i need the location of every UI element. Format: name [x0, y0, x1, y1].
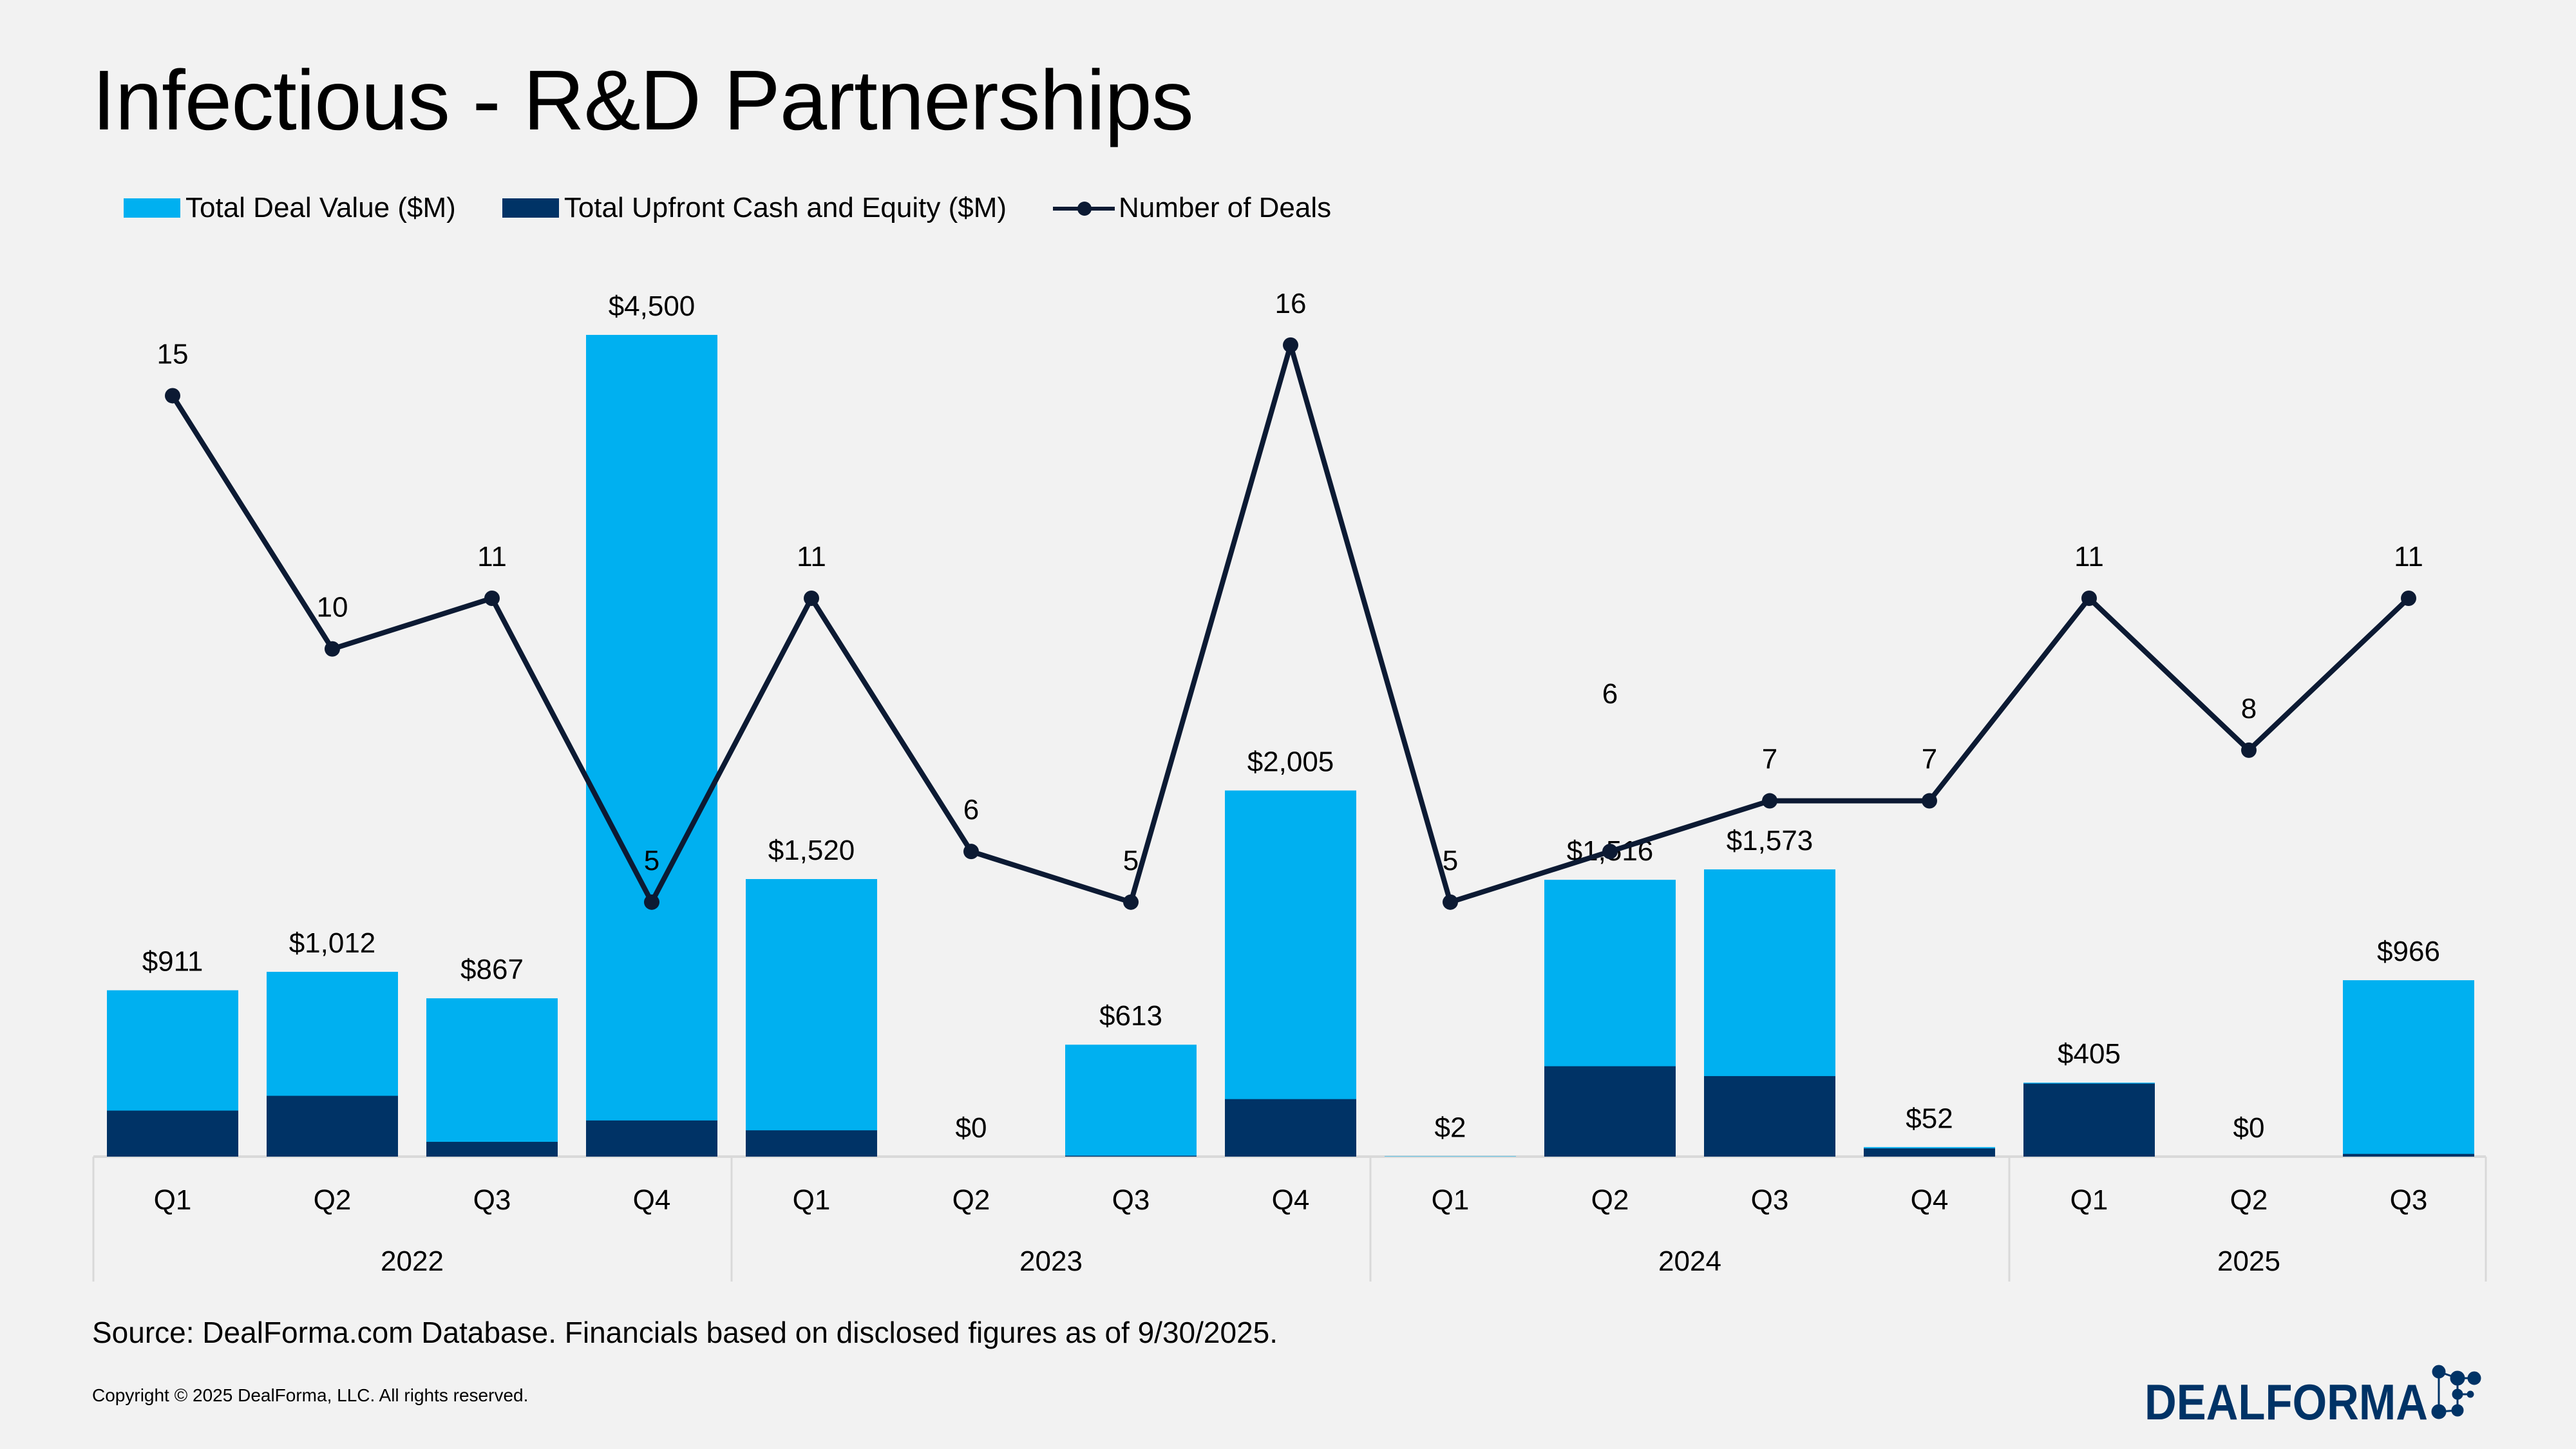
bar-total-deal-value — [2343, 980, 2474, 1157]
point-number-of-deals — [2401, 591, 2416, 606]
svg-text:DEALFORMA: DEALFORMA — [2145, 1374, 2428, 1430]
data-label-number-of-deals: 7 — [1922, 744, 1937, 775]
point-number-of-deals — [1602, 844, 1618, 860]
data-label-number-of-deals: 5 — [1443, 845, 1458, 876]
legend-item-upfront: Total Upfront Cash and Equity ($M) — [502, 192, 1007, 224]
data-label-number-of-deals: 5 — [1123, 845, 1139, 876]
x-tick-label: Q4 — [633, 1184, 671, 1216]
bar-total-deal-value — [1385, 1156, 1516, 1157]
chart-title: Infectious - R&D Partnerships — [92, 53, 1194, 147]
point-number-of-deals — [325, 641, 340, 657]
bar-upfront — [1065, 1155, 1197, 1157]
data-label-deal-value: $0 — [956, 1112, 987, 1144]
legend-swatch — [502, 198, 559, 218]
data-label-deal-value: $4,500 — [609, 290, 696, 322]
x-tick-label: Q3 — [1751, 1184, 1789, 1216]
point-number-of-deals — [1283, 337, 1298, 353]
bar-upfront — [107, 1110, 238, 1157]
data-label-number-of-deals: 8 — [2241, 693, 2257, 724]
data-label-deal-value: $2 — [1435, 1112, 1466, 1143]
x-tick-label: Q2 — [1591, 1184, 1629, 1216]
data-label-deal-value: $1,573 — [1727, 825, 1814, 857]
bar-upfront — [2343, 1153, 2474, 1157]
x-group-label: 2023 — [1019, 1245, 1083, 1277]
bar-upfront — [746, 1130, 877, 1157]
bar-total-deal-value — [746, 878, 877, 1157]
x-tick-label: Q2 — [2230, 1184, 2268, 1216]
bar-upfront — [1704, 1075, 1835, 1157]
x-tick-label: Q3 — [1112, 1184, 1150, 1216]
data-label-deal-value: $867 — [460, 954, 524, 985]
x-group-label: 2022 — [381, 1245, 444, 1277]
bar-total-deal-value — [586, 335, 717, 1157]
point-number-of-deals — [644, 894, 659, 910]
x-tick-label: Q2 — [314, 1184, 352, 1216]
legend-label: Total Deal Value ($M) — [185, 192, 456, 223]
point-number-of-deals — [1123, 894, 1139, 910]
legend-item-number-of-deals: Number of Deals — [1053, 192, 1331, 224]
data-label-deal-value: $0 — [2233, 1112, 2265, 1144]
data-label-number-of-deals: 16 — [1275, 288, 1307, 319]
legend-label: Total Upfront Cash and Equity ($M) — [564, 192, 1007, 223]
data-label-deal-value: $966 — [2377, 936, 2440, 967]
x-tick-label: Q1 — [154, 1184, 192, 1216]
point-number-of-deals — [165, 388, 180, 404]
x-tick-label: Q1 — [793, 1184, 831, 1216]
x-group-label: 2025 — [2217, 1245, 2280, 1277]
bar-total-deal-value — [426, 998, 558, 1157]
data-label-number-of-deals: 11 — [477, 541, 507, 573]
data-label-number-of-deals: 11 — [2074, 541, 2104, 573]
point-number-of-deals — [484, 591, 500, 606]
data-label-number-of-deals: 5 — [644, 845, 659, 876]
point-number-of-deals — [1922, 793, 1937, 809]
x-group-label: 2024 — [1658, 1245, 1721, 1277]
point-number-of-deals — [1762, 793, 1777, 809]
data-label-deal-value: $405 — [2058, 1038, 2121, 1070]
copyright-note: Copyright © 2025 DealForma, LLC. All rig… — [92, 1385, 529, 1405]
data-label-number-of-deals: 11 — [797, 541, 826, 573]
point-number-of-deals — [1443, 894, 1458, 910]
source-note: Source: DealForma.com Database. Financia… — [92, 1316, 1278, 1349]
x-tick-label: Q3 — [473, 1184, 511, 1216]
x-tick-label: Q1 — [1432, 1184, 1470, 1216]
data-label-deal-value: $1,012 — [289, 927, 376, 959]
legend: Total Deal Value ($M) Total Upfront Cash… — [124, 192, 1378, 224]
data-label-deal-value: $2,005 — [1247, 746, 1334, 777]
x-tick-label: Q1 — [2070, 1184, 2108, 1216]
point-number-of-deals — [2081, 591, 2097, 606]
bar-upfront — [586, 1120, 717, 1157]
bar-upfront — [1225, 1099, 1356, 1157]
legend-item-total-deal-value: Total Deal Value ($M) — [124, 192, 456, 224]
dealforma-logo: DEALFORMA — [2145, 1365, 2481, 1430]
data-label-number-of-deals: 7 — [1762, 744, 1777, 775]
data-label-number-of-deals: 10 — [317, 592, 348, 623]
x-tick-label: Q3 — [2390, 1184, 2428, 1216]
data-label-number-of-deals: 15 — [157, 338, 189, 370]
legend-line-swatch — [1053, 195, 1115, 221]
bar-total-deal-value — [1225, 790, 1356, 1157]
x-tick-label: Q4 — [1272, 1184, 1310, 1216]
data-label-number-of-deals: 6 — [1602, 678, 1618, 710]
legend-label: Number of Deals — [1119, 192, 1332, 223]
x-tick-label: Q4 — [1911, 1184, 1949, 1216]
data-label-deal-value: $52 — [1906, 1103, 1953, 1134]
bar-upfront — [426, 1142, 558, 1157]
data-label-deal-value: $911 — [142, 946, 204, 978]
data-label-number-of-deals: 11 — [2394, 541, 2423, 573]
bar-upfront — [267, 1095, 398, 1157]
data-label-deal-value: $1,520 — [768, 835, 855, 866]
bar-upfront — [1544, 1066, 1676, 1157]
bar-upfront — [2023, 1083, 2155, 1157]
point-number-of-deals — [2241, 742, 2257, 758]
data-label-number-of-deals: 6 — [963, 794, 979, 826]
legend-swatch — [124, 198, 180, 218]
point-number-of-deals — [963, 844, 979, 860]
x-tick-label: Q2 — [952, 1184, 990, 1216]
bar-upfront — [1864, 1148, 1995, 1157]
data-label-deal-value: $613 — [1099, 1000, 1162, 1032]
point-number-of-deals — [804, 591, 819, 606]
bar-total-deal-value — [1065, 1045, 1197, 1157]
